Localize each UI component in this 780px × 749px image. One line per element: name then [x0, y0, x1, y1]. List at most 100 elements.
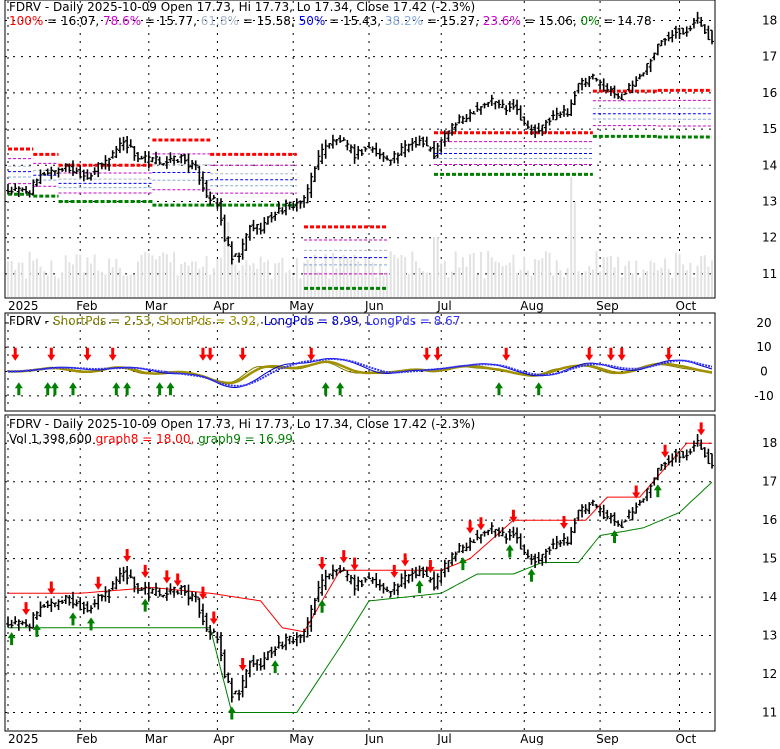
- momentum-buy-arrow: [43, 382, 52, 396]
- p1-y-tick: 16: [762, 86, 777, 100]
- p1-y-tick: 15: [762, 122, 777, 136]
- buy-arrow: [610, 529, 619, 543]
- p2-y-tick: 0: [760, 365, 768, 379]
- buy-arrow: [458, 557, 467, 571]
- momentum-sell-arrow: [238, 347, 247, 361]
- p3-x-tick: Oct: [676, 732, 697, 745]
- p3-x-tick: May: [289, 732, 314, 745]
- buy-arrow: [653, 484, 662, 498]
- sell-arrow: [401, 553, 410, 567]
- sell-arrow: [209, 611, 218, 625]
- momentum-sell-arrow: [11, 347, 20, 361]
- p3-x-tick: Aug: [520, 732, 543, 745]
- momentum-sell-arrow: [307, 347, 316, 361]
- p3-y-tick: 13: [762, 629, 777, 643]
- p1-x-tick: May: [289, 299, 314, 313]
- p1-x-tick: Mar: [145, 299, 168, 313]
- sell-arrow: [509, 509, 518, 523]
- p3-title: FDRV - Daily 2025-10-09 Open 17.73, Hi 1…: [9, 417, 475, 431]
- p1-x-tick: Feb: [76, 299, 97, 313]
- p1-x-tick: Sep: [596, 299, 619, 313]
- sell-arrow: [661, 444, 670, 458]
- p3-x-tick: Apr: [213, 732, 234, 745]
- p2-y-tick: -10: [754, 389, 774, 403]
- p3-y-tick: 15: [762, 552, 777, 566]
- sell-arrow: [559, 516, 568, 530]
- momentum-buy-arrow: [123, 382, 132, 396]
- momentum-sell-arrow: [47, 347, 56, 361]
- panel1-frame: [4, 0, 716, 299]
- buy-arrow: [505, 544, 514, 558]
- sell-arrow: [47, 581, 56, 595]
- momentum-sell-arrow: [422, 347, 431, 361]
- p1-y-tick: 17: [762, 50, 777, 64]
- momentum-sell-arrow: [108, 347, 117, 361]
- longpds-2-line: [8, 357, 713, 388]
- p1-y-tick: 11: [762, 267, 777, 281]
- p3-x-tick: Jun: [364, 732, 384, 745]
- p3-legend: Vol 1,398,600 graph8 = 18.00, graph9 = 1…: [9, 432, 293, 446]
- p1-y-tick: 14: [762, 158, 777, 172]
- graph8-line: [8, 442, 712, 633]
- buy-arrow: [227, 706, 236, 720]
- p3-y-tick: 14: [762, 590, 777, 604]
- buy-arrow: [415, 580, 424, 594]
- p2-y-tick: 10: [756, 340, 771, 354]
- buy-arrow: [68, 612, 77, 626]
- sell-arrow: [162, 570, 171, 584]
- p1-x-tick: Apr: [213, 299, 234, 313]
- sell-arrow: [318, 557, 327, 571]
- momentum-sell-arrow: [83, 347, 92, 361]
- momentum-buy-arrow: [155, 382, 164, 396]
- momentum-sell-arrow: [664, 347, 673, 361]
- p3-x-tick: Sep: [596, 732, 619, 745]
- sell-arrow: [476, 517, 485, 531]
- p1-y-tick: 12: [762, 231, 777, 245]
- momentum-buy-arrow: [166, 382, 175, 396]
- sell-arrow: [123, 548, 132, 562]
- p1-x-tick: 2025: [8, 299, 39, 313]
- p3-x-tick: 2025: [8, 732, 39, 745]
- momentum-buy-arrow: [50, 382, 59, 396]
- p1-title: FDRV - Daily 2025-10-09 Open 17.73, Hi 1…: [9, 0, 475, 14]
- momentum-buy-arrow: [68, 382, 77, 396]
- buy-arrow: [318, 599, 327, 613]
- momentum-sell-arrow: [585, 347, 594, 361]
- momentum-sell-arrow: [206, 347, 215, 361]
- panel3-frame: [4, 414, 716, 732]
- p1-x-tick: Jul: [436, 299, 451, 313]
- sell-arrow: [141, 564, 150, 578]
- buy-arrow: [141, 598, 150, 612]
- sell-arrow: [350, 557, 359, 571]
- momentum-sell-arrow: [198, 347, 207, 361]
- momentum-sell-arrow: [606, 347, 615, 361]
- momentum-buy-arrow: [321, 382, 330, 396]
- p2-y-tick: 20: [756, 316, 771, 330]
- momentum-buy-arrow: [112, 382, 121, 396]
- momentum-sell-arrow: [502, 347, 511, 361]
- fib-legend: 100% = 16.07, 78.6% = 15.77, 61.8% = 15.…: [9, 14, 652, 28]
- p3-y-tick: 18: [762, 436, 777, 450]
- p3-x-tick: Jul: [436, 732, 451, 745]
- graph9-line: [8, 481, 713, 713]
- buy-arrow: [87, 617, 96, 631]
- p1-y-tick: 18: [762, 13, 777, 27]
- buy-arrow: [7, 632, 16, 646]
- p3-y-tick: 17: [762, 475, 777, 489]
- p1-y-tick: 13: [762, 194, 777, 208]
- panel2-frame: [4, 312, 716, 412]
- momentum-legend: FDRV - ShortPds = 2.53, ShortPds = 3.92,…: [9, 314, 460, 328]
- p1-x-tick: Aug: [520, 299, 543, 313]
- sell-arrow: [22, 602, 31, 616]
- sell-arrow: [339, 550, 348, 564]
- momentum-sell-arrow: [617, 347, 626, 361]
- momentum-buy-arrow: [14, 382, 23, 396]
- p3-y-tick: 16: [762, 513, 777, 527]
- buy-arrow: [32, 623, 41, 637]
- sell-arrow: [632, 485, 641, 499]
- momentum-sell-arrow: [433, 347, 442, 361]
- momentum-buy-arrow: [336, 382, 345, 396]
- p3-y-tick: 12: [762, 667, 777, 681]
